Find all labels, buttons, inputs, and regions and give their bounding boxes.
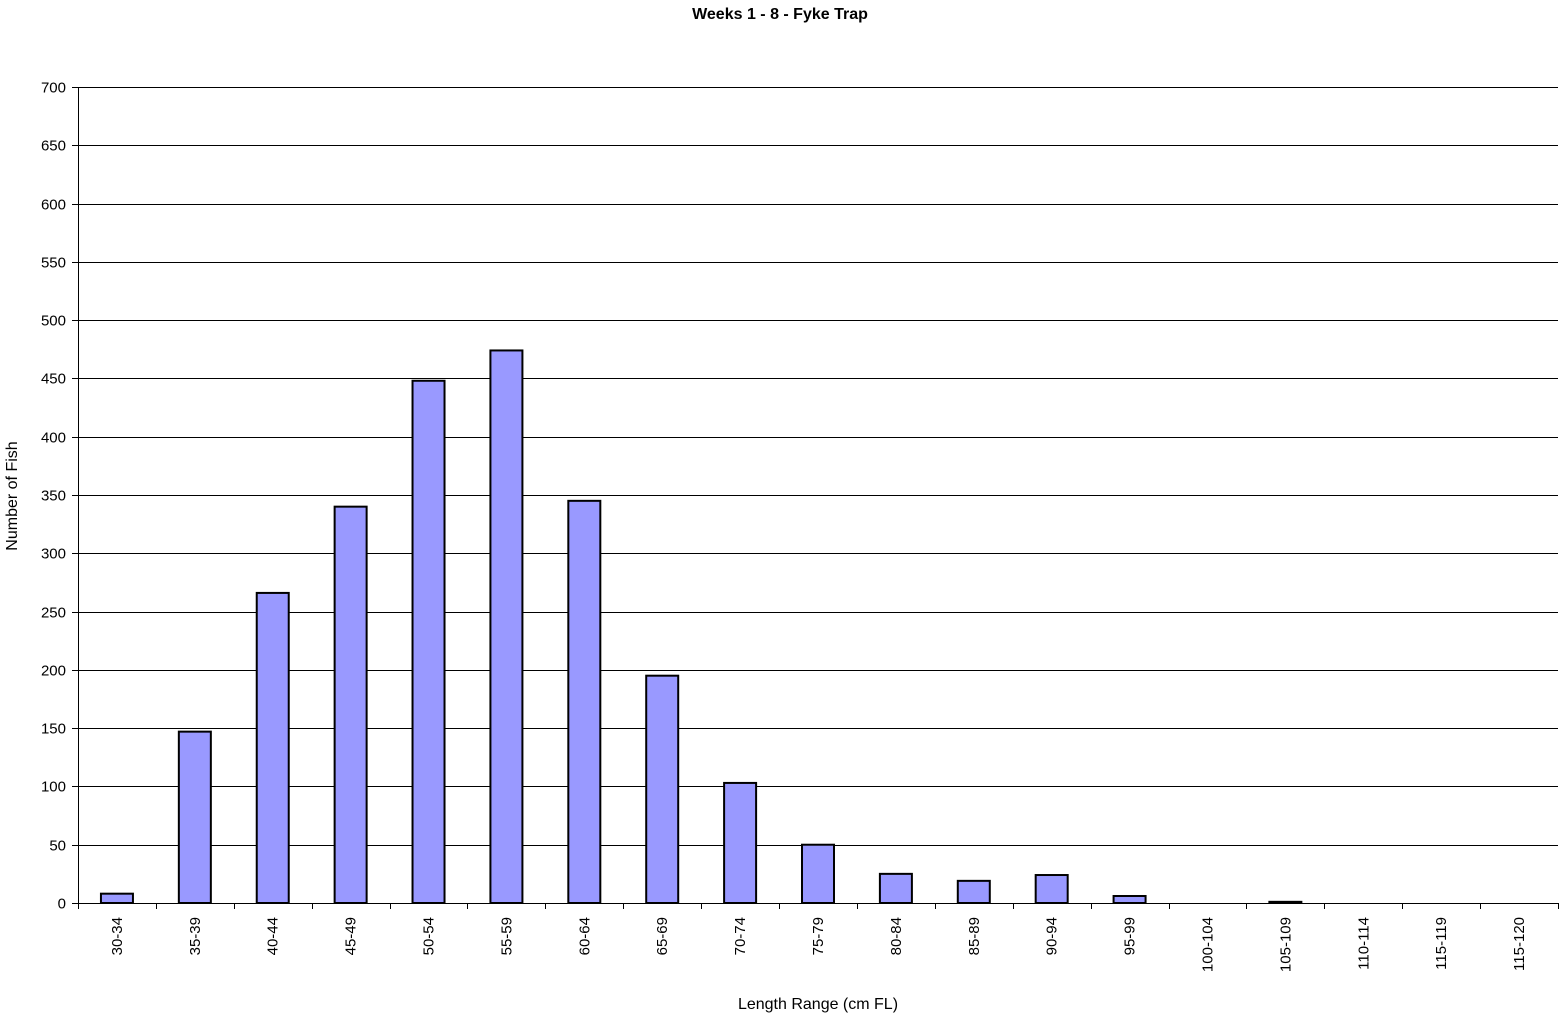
bar-85-89 <box>956 879 991 905</box>
x-tick-label: 70-74 <box>732 917 749 955</box>
y-tick-label: 50 <box>49 838 66 855</box>
bar-70-74 <box>723 781 758 905</box>
bar-60-64 <box>567 499 602 904</box>
y-tick-label: 300 <box>41 546 66 563</box>
bar-105-109 <box>1268 900 1303 905</box>
bar-90-94 <box>1034 874 1069 904</box>
y-tick-label: 150 <box>41 721 66 738</box>
x-tick-labels: 30-34 35-39 40-44 45-49 50-54 55-59 60-64 65-69… <box>78 903 1559 972</box>
gridlines <box>78 87 1558 846</box>
y-tick-label: 400 <box>41 430 66 447</box>
x-tick-label: 55-59 <box>498 917 515 955</box>
bar-40-44 <box>255 591 290 904</box>
y-axis-label: Number of Fish <box>4 441 21 550</box>
y-tick-label: 250 <box>41 605 66 622</box>
x-tick-label: 105-109 <box>1277 917 1294 972</box>
x-tick-label: 115-120 <box>1511 917 1528 971</box>
x-tick-label: 115-119 <box>1433 917 1450 970</box>
y-tick-label: 450 <box>41 371 66 388</box>
x-tick-label: 75-79 <box>810 917 827 955</box>
bar-30-34 <box>99 892 134 904</box>
bar-95-99 <box>1112 895 1147 905</box>
bar-75-79 <box>801 843 835 905</box>
y-tick-label: 500 <box>41 313 66 330</box>
x-tick-label: 35-39 <box>187 917 204 955</box>
x-tick-label: 45-49 <box>343 917 360 955</box>
x-tick-label: 60-64 <box>576 917 593 955</box>
y-tick-label: 650 <box>41 138 66 155</box>
bar-50-54 <box>411 379 446 904</box>
x-tick-label: 95-99 <box>1122 917 1139 955</box>
x-tick-label: 110-114 <box>1355 917 1372 970</box>
y-tick-labels: 0 50 100 150 200 250 300 350 400 450 500 550 600 650 7… <box>41 80 78 913</box>
x-tick-label: 65-69 <box>654 917 671 955</box>
y-tick-label: 550 <box>41 255 66 272</box>
bar-35-39 <box>177 730 212 905</box>
bar-65-69 <box>645 674 680 905</box>
x-tick-label: 40-44 <box>265 917 282 955</box>
axes <box>78 87 1558 904</box>
y-tick-label: 600 <box>41 197 66 214</box>
y-tick-label: 0 <box>58 896 66 913</box>
x-axis-label: Length Range (cm FL) <box>738 996 898 1013</box>
x-tick-label: 85-89 <box>966 917 983 955</box>
x-tick-label: 80-84 <box>888 917 905 955</box>
bar-45-49 <box>333 505 368 904</box>
x-tick-label: 50-54 <box>421 917 438 955</box>
y-tick-label: 200 <box>41 663 66 680</box>
y-tick-label: 100 <box>41 779 66 796</box>
bars <box>99 349 1303 905</box>
y-tick-label: 350 <box>41 488 66 505</box>
y-tick-label: 700 <box>41 80 66 97</box>
x-tick-label: 90-94 <box>1044 917 1061 955</box>
chart-title: Weeks 1 - 8 - Fyke Trap <box>692 6 868 23</box>
x-tick-label: 100-104 <box>1199 917 1216 972</box>
bar-55-59 <box>489 349 524 904</box>
bar-80-84 <box>878 872 913 904</box>
x-tick-label: 30-34 <box>109 917 126 955</box>
